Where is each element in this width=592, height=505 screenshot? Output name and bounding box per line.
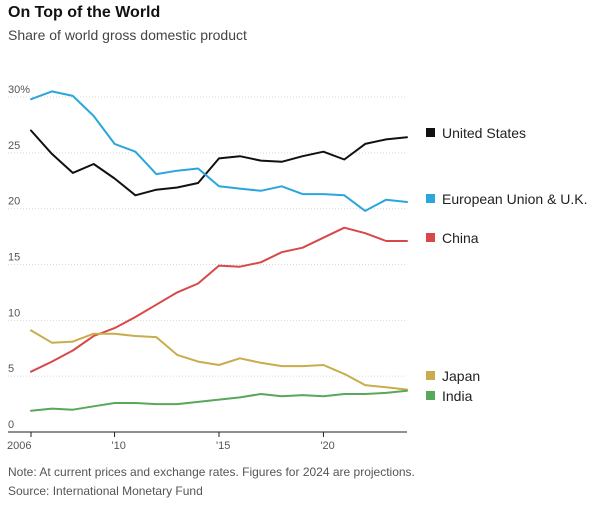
legend-label-european-union-u-k: European Union & U.K. — [442, 191, 588, 207]
y-axis-ticks: 0 5 10 15 20 25 30% — [8, 84, 30, 431]
legend-label-india: India — [442, 388, 473, 404]
legend-label-china: China — [442, 230, 479, 246]
y-tick-label: 10 — [8, 307, 20, 319]
line-chart: 0 5 10 15 20 25 30% 2006 '10 '15 '20 United State… — [7, 84, 588, 452]
series-line-european-union-u-k — [30, 90, 408, 212]
legend-swatch-united-states — [426, 128, 435, 137]
series-line-india — [30, 389, 408, 412]
series-layer — [30, 90, 408, 412]
chart-title: On Top of the World — [8, 4, 161, 21]
x-tick-label: 2006 — [7, 440, 31, 452]
y-tick-label: 25 — [8, 140, 20, 152]
legend-swatch-european-union-u-k — [426, 194, 435, 203]
series-line-japan — [30, 329, 408, 391]
legend-swatch-india — [426, 391, 435, 400]
legend-swatch-japan — [426, 371, 435, 380]
y-tick-label: 30% — [8, 84, 30, 96]
grid-layer — [8, 96, 407, 433]
chart-subtitle: Share of world gross domestic product — [8, 27, 247, 43]
y-tick-label: 20 — [8, 196, 20, 208]
series-line-china — [30, 226, 408, 373]
x-axis-ticks: 2006 '10 '15 '20 — [7, 432, 335, 452]
y-tick-label: 15 — [8, 252, 20, 264]
legend-label-japan: Japan — [442, 368, 480, 384]
chart-note: Note: At current prices and exchange rat… — [8, 465, 415, 479]
x-tick-label: '15 — [216, 440, 230, 452]
x-tick-label: '10 — [112, 440, 126, 452]
series-line-united-states — [30, 129, 408, 197]
y-tick-label: 0 — [8, 419, 14, 431]
x-tick-label: '20 — [320, 440, 334, 452]
legend: United States European Union & U.K. China J… — [426, 125, 588, 404]
chart-source: Source: International Monetary Fund — [8, 484, 203, 498]
y-tick-label: 5 — [8, 363, 14, 375]
legend-label-united-states: United States — [442, 125, 526, 141]
legend-swatch-china — [426, 233, 435, 242]
